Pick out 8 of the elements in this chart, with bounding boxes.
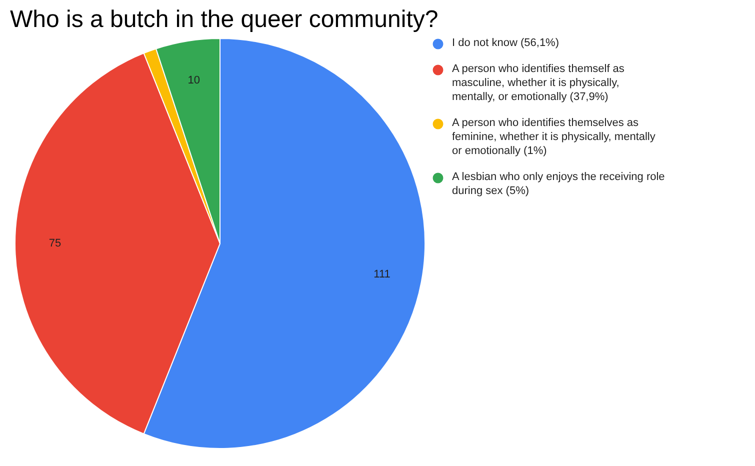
legend-label: A person who identifies themselves as feminine, whether it is physically, mentally or emotionally (1%) [452, 117, 656, 157]
data-label: 111 [374, 268, 390, 281]
data-label: 75 [48, 238, 62, 250]
chart-title: Who is a butch in the queer community? [10, 6, 438, 33]
legend-label: I do not know (56,1%) [452, 37, 560, 49]
legend-label: A person who identifies themself as masculine, whether it is physically, mentally, or emotionally (37,9%) [452, 63, 625, 103]
legend-label: A lesbian who only enjoys the receiving role during sex (5%) [452, 171, 665, 197]
data-label: 10 [188, 74, 200, 87]
